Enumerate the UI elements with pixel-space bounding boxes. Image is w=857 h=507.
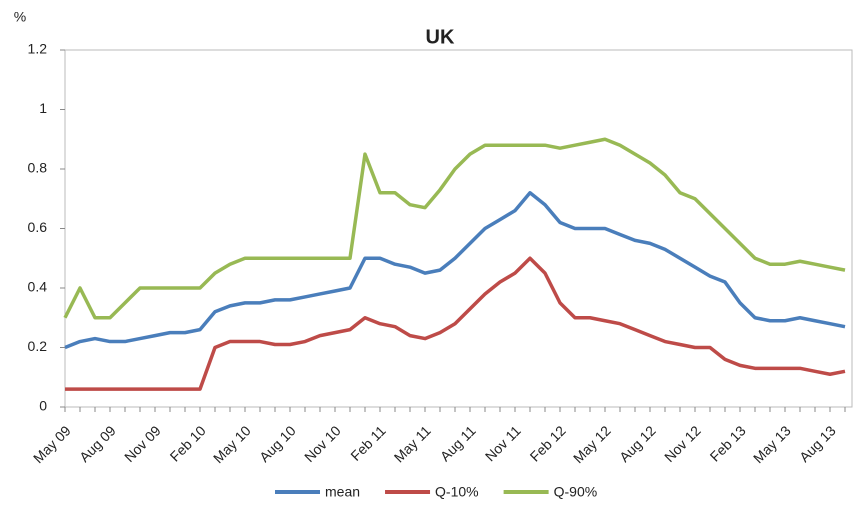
x-tick-label: Aug 12: [616, 422, 659, 465]
x-tick-label: Nov 12: [661, 422, 704, 465]
x-tick-label: Aug 11: [437, 422, 479, 464]
series-line: [65, 256, 846, 391]
x-tick-label: Nov 11: [482, 422, 524, 464]
y-tick-label: 0: [39, 398, 47, 414]
legend-label: Q-90%: [554, 484, 598, 500]
x-tick-label: Aug 13: [796, 422, 839, 465]
x-tick-label: Feb 13: [707, 422, 749, 464]
y-tick-label: 1.2: [28, 41, 48, 57]
legend-label: Q-10%: [435, 484, 479, 500]
x-tick-label: Nov 10: [301, 422, 344, 465]
x-tick-label: May 13: [750, 422, 794, 466]
x-tick-label: May 10: [210, 422, 254, 466]
x-tick-label: Nov 09: [121, 422, 164, 465]
legend-label: mean: [325, 484, 360, 500]
x-tick-label: May 12: [570, 422, 614, 466]
x-tick-label: May 09: [30, 422, 74, 466]
series-line: [64, 191, 846, 350]
x-tick-label: Feb 11: [347, 422, 389, 464]
series-line: [63, 137, 846, 320]
y-tick-label: 0.2: [28, 338, 48, 354]
y-tick-label: 0.4: [28, 279, 48, 295]
plot-area: [64, 49, 853, 408]
x-tick-label: May 11: [391, 422, 434, 465]
x-tick-label: Aug 09: [76, 422, 119, 465]
y-tick-label: 0.8: [28, 160, 48, 176]
chart-title: UK: [426, 26, 455, 48]
legend: mean Q-10% Q-90%: [275, 484, 597, 500]
y-tick-label: 1: [39, 100, 47, 116]
x-tick-label: Aug 10: [256, 422, 299, 465]
x-tick-label: Feb 12: [527, 422, 569, 464]
y-tick-label: 0.6: [28, 219, 48, 235]
x-tick-label: Feb 10: [167, 422, 209, 464]
y-axis-label: %: [14, 9, 26, 25]
